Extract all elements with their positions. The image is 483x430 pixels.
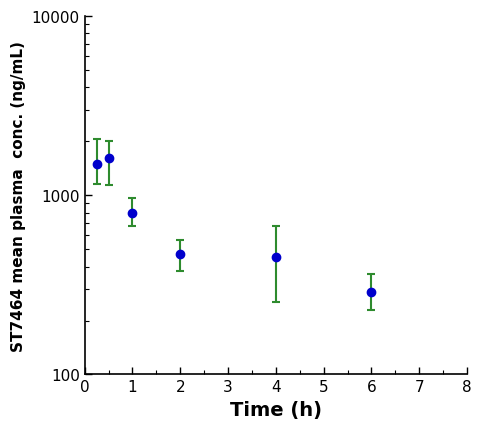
X-axis label: Time (h): Time (h) [230,400,322,419]
Y-axis label: ST7464 mean plasma  conc. (ng/mL): ST7464 mean plasma conc. (ng/mL) [11,41,26,351]
